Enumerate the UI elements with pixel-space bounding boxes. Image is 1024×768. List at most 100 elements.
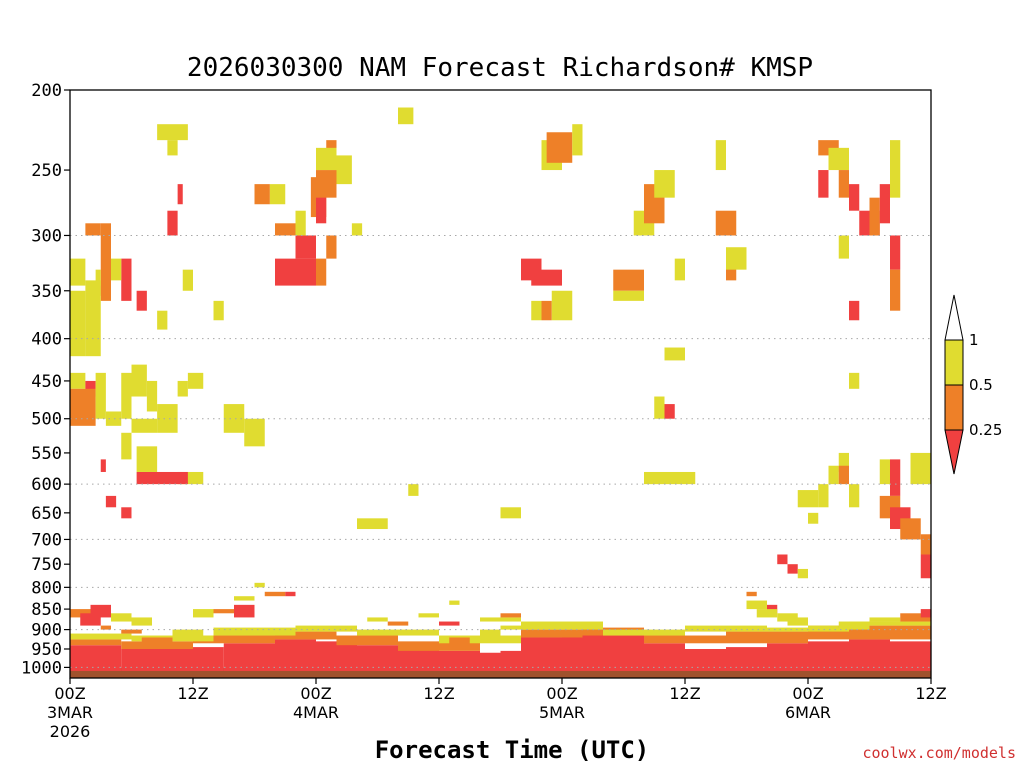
ri-cell	[664, 404, 675, 419]
ri-band-cell	[849, 639, 890, 671]
ri-cell	[849, 184, 860, 211]
ri-cell	[316, 147, 337, 171]
ri-band-cell	[70, 645, 122, 671]
ri-cell	[849, 372, 860, 389]
ri-cell	[275, 223, 296, 236]
x-tick-sublabel: 3MAR	[47, 703, 93, 722]
y-tick-label: 600	[31, 475, 62, 495]
ri-cell	[664, 347, 685, 361]
ri-band-cell	[193, 635, 275, 644]
ri-cell	[818, 484, 829, 508]
ri-cell	[167, 140, 178, 156]
y-tick-label: 900	[31, 621, 62, 641]
y-tick-label: 950	[31, 640, 62, 660]
y-tick-label: 750	[31, 555, 62, 575]
colorbar-top-arrow	[944, 294, 964, 341]
y-tick-label: 650	[31, 504, 62, 524]
ri-cell	[808, 512, 819, 524]
data-cells	[70, 107, 931, 678]
y-tick-label: 350	[31, 282, 62, 302]
ri-cell	[295, 258, 316, 286]
ri-cell	[146, 380, 158, 412]
ri-band-cell	[275, 631, 337, 640]
y-tick-label: 800	[31, 578, 62, 598]
ri-cell	[808, 625, 839, 630]
ri-cell	[121, 258, 132, 301]
x-tick-label: 00Z	[300, 684, 331, 703]
y-tick-label: 250	[31, 161, 62, 181]
ri-band-cell	[500, 650, 521, 671]
ri-band-cell	[808, 641, 849, 671]
ri-band-cell	[521, 621, 603, 630]
ri-band-cell	[295, 625, 357, 632]
ri-cell	[131, 418, 158, 433]
ri-cell	[157, 404, 178, 433]
ri-cell	[746, 591, 757, 597]
ri-cell	[244, 418, 265, 447]
ri-cell	[157, 124, 188, 141]
ri-band-cell	[562, 631, 603, 671]
ri-cell	[85, 280, 101, 357]
x-tick-sublabel: 4MAR	[293, 703, 339, 722]
x-tick-sublabel: 6MAR	[785, 703, 831, 722]
ri-cell	[613, 290, 644, 301]
ri-cell	[234, 604, 255, 618]
ri-cell	[756, 609, 778, 618]
y-tick-label: 200	[31, 81, 62, 101]
ri-cell	[418, 613, 439, 618]
ri-cell	[920, 554, 931, 579]
ri-cell	[920, 534, 931, 555]
ri-band-cell	[849, 621, 931, 626]
ri-band-cell	[398, 641, 480, 651]
ri-cell	[136, 290, 147, 311]
ri-cell	[105, 411, 122, 426]
ri-cell	[254, 184, 270, 205]
ri-cell	[613, 269, 644, 291]
ri-cell	[295, 235, 316, 259]
ri-band-cell	[890, 641, 931, 671]
plot-area	[69, 89, 932, 679]
ri-cell	[500, 507, 521, 519]
ri-cell	[531, 300, 542, 321]
x-tick-sublabel: 5MAR	[539, 703, 585, 722]
ri-cell	[141, 637, 173, 646]
ri-band-cell	[726, 631, 808, 644]
ri-cell	[746, 600, 767, 610]
ri-cell	[890, 269, 901, 311]
ri-cell	[316, 170, 337, 198]
ri-cell	[787, 564, 798, 574]
ri-cell	[654, 396, 665, 419]
ri-band-cell	[336, 635, 398, 646]
ri-cell	[187, 372, 204, 389]
ri-cell	[367, 617, 388, 622]
ri-cell	[674, 258, 685, 281]
ri-cell	[849, 484, 860, 508]
ri-cell	[316, 197, 327, 224]
ri-cell	[500, 613, 521, 618]
ri-cell	[838, 465, 849, 485]
ri-cell	[900, 613, 931, 622]
ri-band-cell	[439, 650, 480, 671]
ri-cell	[177, 380, 188, 397]
x-tick-label: 00Z	[54, 684, 85, 703]
ri-cell	[85, 223, 101, 236]
ri-cell	[531, 269, 562, 286]
ri-band-cell	[398, 648, 439, 671]
ri-band-cell	[685, 625, 767, 632]
ri-cell	[879, 459, 890, 485]
y-axis: 200 250 300 350 400 450 500 550 600 650 700 750 8008…	[21, 81, 70, 678]
ri-cell	[546, 132, 573, 163]
ri-band-cell	[603, 629, 685, 636]
ri-cell	[285, 591, 296, 597]
ri-cell	[121, 629, 142, 634]
ri-cell	[121, 372, 132, 419]
ri-cell	[70, 258, 86, 286]
ri-cell	[182, 269, 193, 291]
y-tick-label: 500	[31, 410, 62, 430]
ri-cell	[264, 591, 286, 597]
ri-band-cell	[644, 643, 685, 671]
ri-cell	[869, 197, 880, 236]
ri-cell	[100, 625, 111, 630]
